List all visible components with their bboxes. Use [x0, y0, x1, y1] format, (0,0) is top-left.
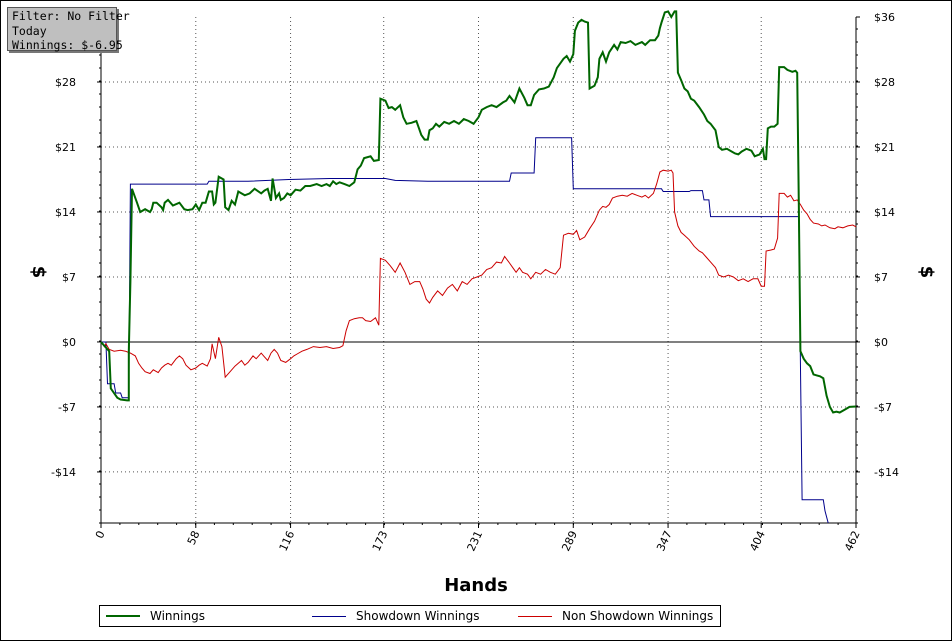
- y-tick-label-right: $7: [874, 271, 888, 284]
- winnings-text: Winnings: $-6.95: [12, 38, 123, 52]
- period-text: Today: [12, 23, 47, 38]
- y-tick-label-right: $28: [874, 76, 895, 89]
- axes: [97, 16, 860, 528]
- y-tick-label-left: $0: [62, 336, 76, 349]
- x-tick-label: 289: [559, 529, 580, 554]
- y-tick-label-left: $7: [62, 271, 76, 284]
- x-tick-label: 0: [93, 529, 108, 541]
- chart-legend: Winnings Showdown Winnings Non Showdown …: [99, 605, 721, 627]
- y-axis-label-left: $: [28, 266, 49, 279]
- legend-label-showdown: Showdown Winnings: [356, 609, 480, 623]
- y-tick-label-left: -$14: [51, 466, 76, 479]
- y-tick-label-left: $28: [55, 76, 76, 89]
- x-tick-label: 404: [747, 529, 768, 554]
- y-tick-label-left: $14: [55, 206, 76, 219]
- legend-swatch-winnings: [106, 615, 140, 617]
- legend-label-winnings: Winnings: [150, 609, 205, 623]
- x-tick-label: 231: [465, 529, 486, 554]
- y-tick-label-left: $21: [55, 141, 76, 154]
- legend-label-non-showdown: Non Showdown Winnings: [562, 609, 714, 623]
- y-tick-label-right: $0: [874, 336, 888, 349]
- series-winnings: [100, 10, 857, 414]
- legend-item-winnings: Winnings: [106, 606, 205, 626]
- legend-swatch-non-showdown: [518, 615, 552, 617]
- legend-item-showdown: Showdown Winnings: [312, 606, 480, 626]
- x-tick-label: 116: [277, 529, 298, 554]
- filter-text: Filter: No Filter: [12, 9, 130, 23]
- tick-labels: 058116173231289347404462$36$36$28$28$21$…: [51, 11, 899, 553]
- x-tick-label: 347: [654, 529, 675, 554]
- y-axis-label-right: $: [916, 266, 937, 279]
- x-tick-label: 58: [185, 529, 203, 547]
- y-tick-label-right: $14: [874, 206, 895, 219]
- gridlines: [101, 17, 856, 523]
- series-showdown-winnings: [101, 137, 829, 524]
- filter-info-box: Filter: No Filter Today Winnings: $-6.95: [7, 7, 130, 52]
- y-tick-label-right: $36: [874, 11, 895, 24]
- y-tick-label-right: -$14: [874, 466, 899, 479]
- y-tick-label-right: $21: [874, 141, 895, 154]
- x-tick-label: 462: [842, 529, 863, 554]
- x-tick-label: 173: [370, 529, 391, 554]
- y-tick-label-left: -$7: [58, 401, 76, 414]
- x-axis-label: Hands: [444, 575, 508, 596]
- legend-swatch-showdown: [312, 615, 346, 617]
- series-layer: [100, 10, 857, 524]
- y-tick-label-right: -$7: [874, 401, 892, 414]
- legend-item-non-showdown: Non Showdown Winnings: [518, 606, 713, 626]
- series-non-showdown-winnings: [100, 169, 857, 379]
